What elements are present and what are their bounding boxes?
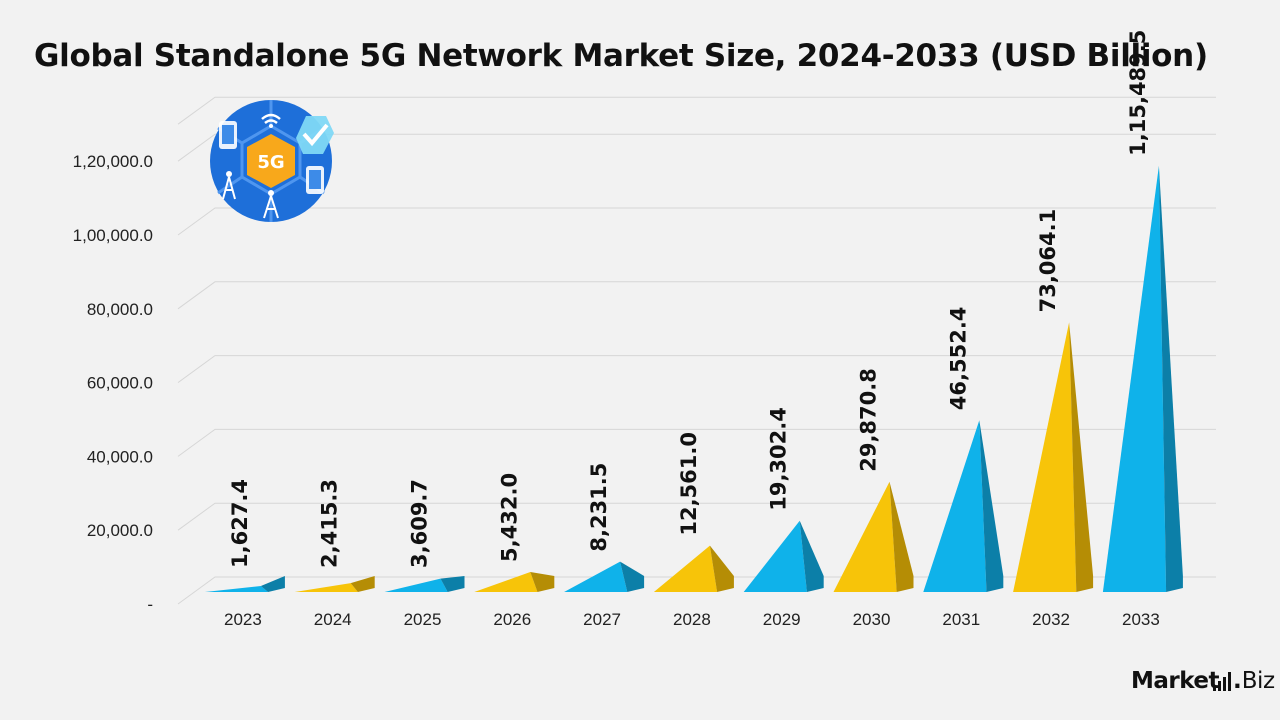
y-tick-label: 60,000.0 [87, 374, 153, 393]
gridline [177, 281, 1216, 310]
bar-front-face [1013, 322, 1077, 592]
gridlines [177, 96, 1216, 605]
5g-badge-text: 5G [257, 152, 284, 173]
x-axis-ticks: 2023 2024 2025 2026 2027 2028 2029 2030 2031 2032… [224, 610, 1160, 629]
data-label: 73,064.1 [1036, 209, 1060, 313]
bar-side-face [350, 576, 375, 592]
bar-side-face [1069, 322, 1094, 592]
data-label: 2,415.3 [318, 479, 342, 568]
x-tick-label: 2024 [314, 610, 352, 629]
data-label: 1,627.4 [228, 479, 252, 568]
x-tick-label: 2030 [853, 610, 891, 629]
brand-name: Market [1131, 668, 1220, 694]
bar-front-face [294, 583, 358, 592]
gridline [177, 355, 1216, 384]
gridline [177, 133, 1216, 162]
bar-2029 [743, 520, 824, 592]
y-tick-label: 20,000.0 [87, 521, 153, 540]
x-tick-label: 2026 [493, 610, 531, 629]
bar-front-face [204, 585, 269, 592]
bars [204, 165, 1183, 592]
x-tick-label: 2029 [763, 610, 801, 629]
bar-side-face [889, 481, 914, 592]
data-label: 5,432.0 [497, 473, 521, 562]
brand-logo: Market . Biz [1131, 668, 1275, 694]
bar-side-face [260, 576, 285, 592]
x-tick-label: 2028 [673, 610, 711, 629]
data-label: 1,15,489.5 [1126, 30, 1150, 156]
bar-2026 [474, 571, 555, 592]
bar-front-face [653, 545, 718, 592]
x-tick-label: 2025 [404, 610, 442, 629]
bar-2032 [1013, 322, 1094, 592]
y-tick-label: 1,00,000.0 [73, 226, 153, 245]
y-tick-label: 1,20,000.0 [73, 152, 153, 171]
y-axis-ticks: - 20,000.0 40,000.0 60,000.0 80,000.0 1,00,00… [73, 152, 153, 614]
bar-front-face [743, 520, 807, 592]
bar-side-face [530, 571, 555, 592]
x-tick-label: 2031 [942, 610, 980, 629]
bar-2031 [923, 420, 1004, 592]
bar-front-face [474, 571, 538, 592]
data-label: 12,561.0 [677, 432, 701, 536]
data-label: 29,870.8 [857, 368, 881, 472]
bar-side-face [620, 561, 645, 592]
y-tick-label: 40,000.0 [87, 447, 153, 466]
y-tick-label: 80,000.0 [87, 300, 153, 319]
bar-front-face [1102, 165, 1167, 592]
bar-side-face [440, 576, 465, 592]
x-tick-label: 2033 [1122, 610, 1160, 629]
data-labels: 1,627.4 2,415.3 3,609.7 5,432.0 8,231.5 12,56… [228, 30, 1150, 568]
gridline [177, 428, 1216, 457]
bar-front-face [833, 481, 897, 592]
brand-dot: . [1233, 668, 1242, 694]
bar-chart-icon [1213, 670, 1233, 694]
bar-2027 [564, 561, 645, 592]
gridline [177, 96, 1216, 125]
bar-side-face [979, 420, 1004, 592]
x-tick-label: 2032 [1032, 610, 1070, 629]
bar-2033 [1102, 165, 1183, 592]
chart-title: Global Standalone 5G Network Market Size… [34, 38, 1208, 74]
gridline [177, 207, 1216, 236]
x-tick-label: 2023 [224, 610, 262, 629]
brand-suffix: Biz [1241, 668, 1275, 694]
data-label: 8,231.5 [587, 463, 611, 552]
data-label: 3,609.7 [408, 479, 432, 568]
bar-2024 [294, 576, 375, 592]
bar-side-face [709, 545, 734, 592]
bar-front-face [564, 561, 628, 592]
data-label: 46,552.4 [946, 307, 970, 411]
bar-side-face [1158, 165, 1183, 592]
5g-network-icon [210, 100, 334, 222]
data-label: 19,302.4 [767, 407, 791, 511]
bar-front-face [384, 578, 448, 592]
y-tick-label: - [147, 595, 153, 614]
x-tick-label: 2027 [583, 610, 621, 629]
bar-2030 [833, 481, 914, 592]
bar-2028 [653, 545, 734, 592]
bar-2023 [204, 576, 285, 592]
bar-side-face [799, 520, 824, 592]
bar-2025 [384, 576, 465, 592]
bar-front-face [923, 420, 987, 592]
